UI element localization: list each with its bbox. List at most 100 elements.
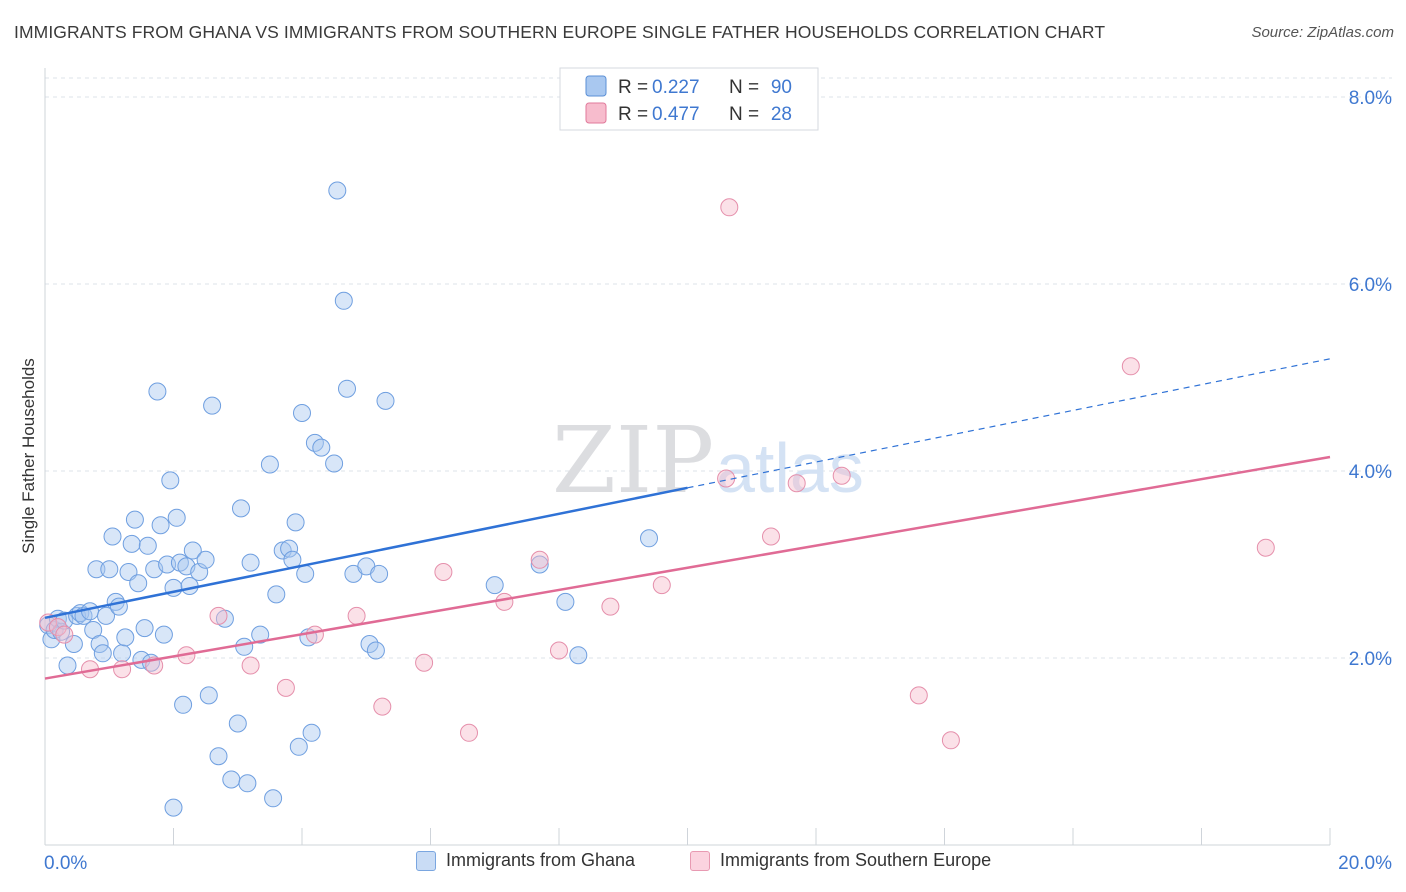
ghana-point (81, 602, 99, 621)
southern-europe-point (305, 625, 324, 644)
ghana-point (199, 686, 218, 705)
southern-europe-point (530, 550, 549, 569)
ghana-point (251, 625, 270, 644)
ghana-point (161, 471, 180, 490)
ghana-point (328, 181, 347, 200)
ghana-point (334, 291, 353, 310)
ghana-point (203, 396, 222, 415)
southern-europe-point (48, 618, 67, 637)
ghana-point (154, 625, 173, 644)
ghana-point (164, 798, 183, 817)
ghana-trend-line (44, 486, 688, 620)
southern-europe-point (276, 678, 295, 697)
ghana-point (113, 644, 132, 663)
legend-item-ghana: Immigrants from Ghana (416, 850, 635, 871)
ghana-point (52, 622, 71, 641)
legend-n-label: N = (729, 104, 759, 125)
southern-europe-point (434, 563, 453, 581)
ghana-point (267, 585, 286, 604)
southern-europe-point (39, 613, 58, 632)
ghana-point (183, 541, 202, 560)
legend-swatch-ghana (416, 850, 436, 871)
legend-n-value: 90 (771, 77, 792, 98)
ghana-point (264, 789, 283, 808)
southern-europe-point (550, 641, 568, 660)
ghana-point (209, 747, 228, 766)
chart-title: IMMIGRANTS FROM GHANA VS IMMIGRANTS FROM… (14, 22, 1106, 42)
southern-europe-point (762, 527, 780, 546)
southern-europe-point (941, 731, 960, 750)
y-tick-label: 2.0% (1349, 649, 1392, 670)
legend-label-ghana: Immigrants from Ghana (446, 850, 636, 870)
ghana-point (129, 574, 148, 593)
legend-label-southern-europe: Immigrants from Southern Europe (720, 850, 992, 870)
ghana-point (325, 454, 344, 473)
legend-swatch (585, 75, 607, 97)
gridlines (45, 77, 1392, 659)
ghana-point (138, 536, 157, 555)
southern-europe-point (415, 653, 434, 672)
y-axis-label: Single Father Households (19, 358, 38, 554)
x-tick-label: 0.0% (44, 853, 87, 874)
ghana-point (103, 527, 122, 546)
southern-europe-point (347, 606, 366, 625)
southern-europe-point (495, 592, 514, 611)
y-tick-label: 8.0% (1349, 88, 1392, 109)
bottom-legend: Immigrants from Ghana Immigrants from So… (0, 850, 1406, 878)
southern-europe-point (241, 656, 260, 675)
ghana-point (90, 635, 109, 653)
southern-europe-point (832, 466, 851, 485)
top-legend: R = 0.227 N = 90 R = 0.477 N = 28 (559, 67, 819, 131)
southern-europe-trend-line (44, 455, 1331, 680)
southern-europe-point (55, 625, 74, 644)
legend-swatch (585, 102, 607, 124)
ghana-point (97, 606, 115, 625)
y-tick-label: 4.0% (1349, 462, 1392, 483)
ghana-point (312, 438, 331, 457)
ghana-point (151, 516, 170, 535)
ghana-point (293, 404, 311, 422)
ghana-point (228, 714, 247, 733)
ghana-point (125, 510, 144, 529)
ghana-point (87, 560, 106, 579)
southern-europe-point (652, 576, 671, 595)
ghana-point (232, 499, 250, 518)
ghana-point (280, 539, 299, 558)
southern-europe-point (720, 198, 739, 217)
legend-n-label: N = (729, 77, 759, 98)
ghana-point (222, 770, 241, 789)
ghana-point (135, 619, 154, 638)
ghana-point (640, 529, 658, 548)
ghana-point (167, 508, 186, 527)
source-credit: Source: ZipAtlas.com (1251, 24, 1394, 41)
x-tick-label: 20.0% (1338, 853, 1392, 874)
ghana-point (273, 541, 292, 560)
southern-europe-point (787, 474, 806, 493)
legend-r-label: R = (618, 104, 648, 125)
southern-europe-point (1256, 538, 1275, 557)
watermark-zip: ZIP (552, 407, 714, 514)
ghana-point (360, 635, 379, 653)
trend-lines (44, 358, 1331, 680)
series-ghana-points (39, 181, 658, 817)
legend-r-label: R = (618, 77, 648, 98)
ghana-point (370, 564, 389, 583)
ghana-point (58, 656, 77, 675)
ghana-point (116, 628, 135, 647)
ghana-point (305, 433, 324, 452)
ghana-point (289, 737, 308, 756)
ghana-point (64, 635, 83, 653)
legend-r-value: 0.477 (652, 104, 700, 125)
ghana-point (148, 382, 167, 401)
ghana-point (376, 391, 395, 410)
axes (44, 68, 1331, 846)
ghana-point (122, 534, 141, 553)
ghana-point (286, 513, 305, 532)
southern-europe-point (373, 697, 392, 716)
ghana-point (569, 646, 588, 665)
southern-europe-point (601, 597, 620, 616)
ghana-point (238, 774, 257, 793)
ghana-point (260, 455, 279, 474)
ghana-point (338, 379, 356, 398)
ghana-point (45, 621, 64, 639)
